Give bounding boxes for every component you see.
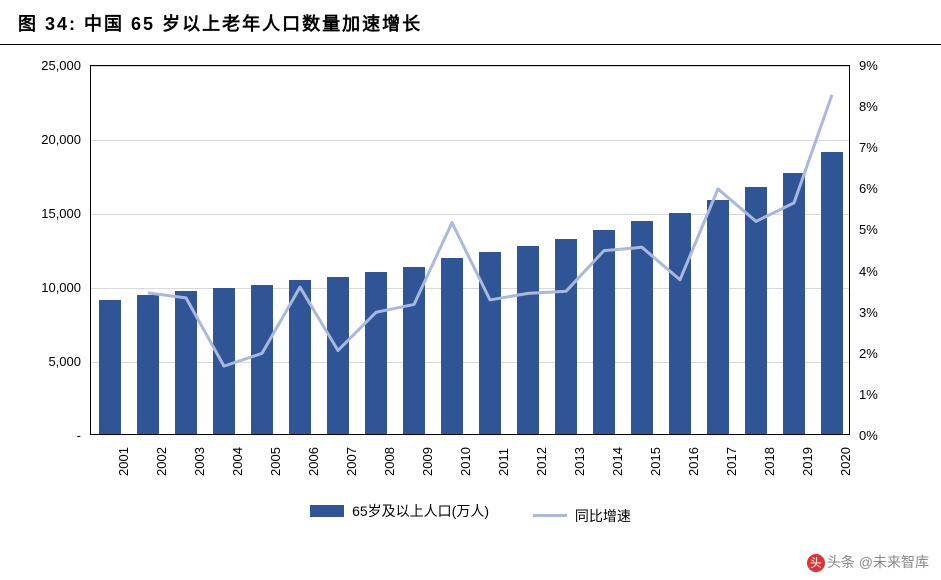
x-category: 2001	[116, 447, 131, 476]
x-category: 2018	[762, 447, 777, 476]
legend-item-line: 同比增速	[533, 506, 631, 526]
x-category: 2010	[458, 447, 473, 476]
x-category: 2008	[382, 447, 397, 476]
x-category: 2019	[800, 447, 815, 476]
x-category: 2013	[572, 447, 587, 476]
title-prefix: 图 34:	[18, 14, 77, 34]
legend-label-bars: 65岁及以上人口(万人)	[352, 501, 489, 521]
y-right-tick: 2%	[859, 346, 878, 361]
y-left-tick: -	[29, 428, 81, 443]
y-right-tick: 6%	[859, 181, 878, 196]
x-category: 2002	[154, 447, 169, 476]
watermark: 头头条 @未来智库	[807, 552, 929, 572]
legend-label-line: 同比增速	[575, 506, 631, 526]
x-category: 2020	[838, 447, 853, 476]
x-category: 2017	[724, 447, 739, 476]
y-left-tick: 25,000	[29, 58, 81, 73]
x-category: 2003	[192, 447, 207, 476]
y-left-tick: 5,000	[29, 354, 81, 369]
legend-swatch-line	[533, 514, 567, 517]
y-right-tick: 9%	[859, 58, 878, 73]
x-category: 2004	[230, 447, 245, 476]
title-text: 中国 65 岁以上老年人口数量加速增长	[84, 14, 422, 34]
figure-title: 图 34: 中国 65 岁以上老年人口数量加速增长	[0, 0, 941, 45]
legend: 65岁及以上人口(万人) 同比增速	[0, 501, 941, 526]
x-category: 2015	[648, 447, 663, 476]
y-left-tick: 20,000	[29, 132, 81, 147]
watermark-icon: 头	[807, 554, 825, 572]
y-right-tick: 0%	[859, 428, 878, 443]
watermark-text: 头条 @未来智库	[827, 554, 929, 570]
y-right-tick: 4%	[859, 264, 878, 279]
plot-area: -5,00010,00015,00020,00025,0000%1%2%3%4%…	[90, 65, 850, 435]
y-right-tick: 8%	[859, 99, 878, 114]
legend-swatch-bar	[310, 505, 344, 517]
chart-area: -5,00010,00015,00020,00025,0000%1%2%3%4%…	[30, 65, 911, 495]
y-right-tick: 3%	[859, 305, 878, 320]
x-category: 2011	[496, 448, 511, 476]
y-left-tick: 10,000	[29, 280, 81, 295]
y-left-tick: 15,000	[29, 206, 81, 221]
x-category: 2007	[344, 447, 359, 476]
x-category: 2009	[420, 447, 435, 476]
x-category: 2012	[534, 447, 549, 476]
x-category: 2016	[686, 447, 701, 476]
y-right-tick: 5%	[859, 222, 878, 237]
x-category: 2006	[306, 447, 321, 476]
y-right-tick: 7%	[859, 140, 878, 155]
x-category: 2005	[268, 447, 283, 476]
x-category: 2014	[610, 447, 625, 476]
legend-item-bars: 65岁及以上人口(万人)	[310, 501, 489, 521]
growth-line	[148, 95, 832, 366]
line-layer	[91, 66, 851, 436]
y-right-tick: 1%	[859, 387, 878, 402]
